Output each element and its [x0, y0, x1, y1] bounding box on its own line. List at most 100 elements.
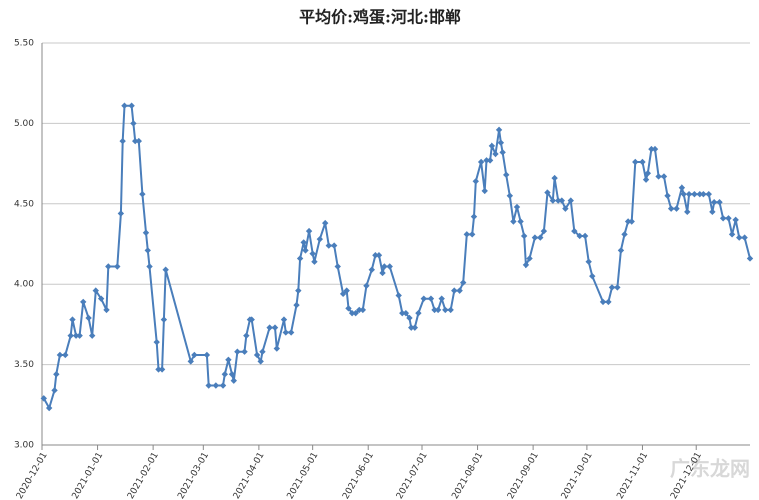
marker [309, 250, 316, 257]
marker [628, 218, 635, 225]
marker [495, 126, 503, 134]
y-tick-label: 4.00 [14, 280, 34, 290]
marker [728, 231, 736, 238]
y-tick-label: 3.00 [14, 441, 34, 451]
marker [53, 371, 60, 378]
marker [503, 171, 510, 179]
chart-title: 平均价:鸡蛋:河北:邯郸 [299, 8, 461, 27]
marker [526, 255, 533, 262]
marker [481, 187, 488, 195]
marker [375, 252, 383, 259]
marker [103, 306, 110, 314]
marker [228, 371, 236, 378]
marker [296, 255, 304, 262]
marker [427, 295, 435, 302]
marker [80, 298, 87, 306]
marker [160, 316, 168, 323]
marker [411, 324, 419, 331]
marker [241, 348, 248, 355]
marker [92, 287, 99, 294]
marker [442, 306, 449, 314]
marker [415, 309, 422, 317]
marker [359, 306, 367, 314]
marker [352, 309, 359, 317]
marker [155, 366, 162, 373]
marker [621, 231, 628, 238]
marker [684, 208, 691, 216]
marker [710, 198, 718, 206]
marker [540, 227, 548, 235]
marker [72, 332, 80, 339]
marker [664, 192, 671, 199]
marker [121, 102, 128, 109]
marker [667, 205, 675, 212]
marker [522, 261, 530, 269]
marker [67, 332, 74, 339]
marker [438, 295, 445, 302]
marker [76, 332, 83, 339]
marker [506, 192, 514, 199]
marker [492, 150, 499, 158]
marker [581, 232, 589, 240]
marker [259, 348, 266, 355]
marker [537, 234, 544, 241]
marker [544, 189, 551, 196]
y-tick-label: 5.50 [14, 39, 34, 49]
marker [221, 371, 229, 378]
marker [343, 287, 350, 294]
marker [88, 332, 96, 339]
marker [741, 234, 748, 241]
marker [311, 258, 318, 265]
marker [420, 295, 427, 302]
marker [736, 234, 743, 241]
marker [253, 351, 261, 359]
marker [691, 190, 698, 198]
marker [305, 227, 313, 235]
marker [248, 316, 255, 323]
marker [273, 345, 281, 352]
marker [517, 218, 524, 225]
marker [576, 232, 583, 240]
marker [114, 263, 121, 270]
marker [719, 215, 727, 222]
marker [234, 348, 241, 355]
marker [287, 329, 295, 336]
marker [651, 145, 659, 153]
marker [348, 309, 356, 317]
marker [212, 382, 220, 389]
marker [705, 190, 712, 198]
marker [678, 184, 686, 191]
marker [325, 242, 332, 249]
watermark: 广东龙网 [670, 457, 750, 481]
marker [655, 173, 662, 180]
marker [300, 239, 307, 246]
marker [673, 205, 680, 212]
marker [746, 255, 754, 262]
marker [608, 284, 616, 291]
marker [562, 205, 569, 212]
marker [520, 232, 528, 240]
marker [644, 170, 652, 177]
marker [132, 137, 139, 145]
marker [624, 218, 632, 225]
marker [431, 306, 438, 314]
marker [395, 292, 402, 299]
marker [187, 358, 194, 365]
marker [191, 351, 198, 359]
marker [700, 190, 707, 198]
marker [302, 247, 309, 254]
marker [468, 231, 476, 238]
marker [225, 356, 232, 363]
marker [144, 247, 151, 254]
marker [456, 287, 463, 294]
marker [605, 298, 612, 306]
marker [589, 272, 596, 280]
marker [614, 284, 621, 291]
marker [128, 102, 135, 109]
marker [117, 210, 125, 217]
marker [45, 404, 53, 412]
marker [451, 287, 458, 294]
marker [732, 216, 739, 224]
marker [477, 158, 485, 166]
